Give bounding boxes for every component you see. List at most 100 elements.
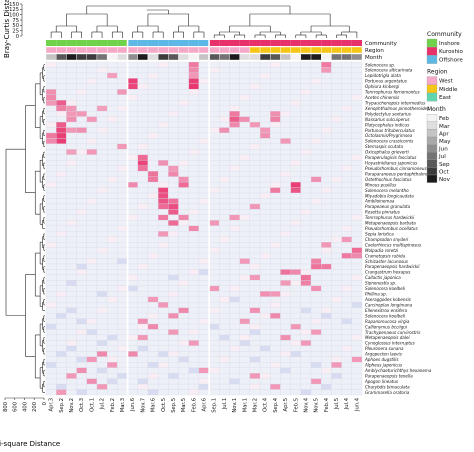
heatmap-cell bbox=[351, 323, 363, 330]
heatmap-cell bbox=[310, 100, 322, 106]
heatmap-cell bbox=[107, 127, 118, 134]
heatmap-cell bbox=[188, 389, 200, 396]
heatmap-cell bbox=[198, 329, 210, 336]
sample-label: Mar.3 bbox=[120, 398, 126, 412]
heatmap-cell bbox=[249, 247, 261, 254]
heatmap-cell bbox=[331, 340, 342, 347]
species-label: Pseudorhombus ocellatus bbox=[365, 226, 418, 231]
heatmap-cell bbox=[117, 334, 128, 341]
heatmap-cell bbox=[259, 83, 271, 90]
heatmap-cell bbox=[56, 143, 67, 150]
heatmap-cell bbox=[280, 89, 291, 95]
heatmap-cell bbox=[56, 252, 67, 259]
heatmap-cell bbox=[290, 302, 301, 308]
heatmap-cell bbox=[198, 323, 210, 330]
region-bar-cell bbox=[239, 46, 251, 54]
heatmap-cell bbox=[157, 329, 169, 336]
heatmap-cell bbox=[280, 225, 291, 232]
region-legend-label: Middle bbox=[439, 87, 458, 93]
heatmap-cell bbox=[66, 389, 77, 396]
heatmap-cell bbox=[86, 296, 98, 303]
species-label: Charybdis bimaculata bbox=[365, 384, 410, 389]
heatmap-cell bbox=[249, 105, 261, 112]
sample-label: Jul.5 bbox=[334, 398, 340, 410]
heatmap-cell bbox=[259, 143, 271, 150]
heatmap-cell bbox=[168, 340, 179, 347]
heatmap-cell bbox=[331, 132, 342, 139]
heatmap-cell bbox=[321, 83, 332, 90]
heatmap-cell bbox=[168, 302, 179, 308]
species-label: Carcinoplax longimana bbox=[365, 302, 413, 307]
heatmap-cell bbox=[321, 149, 332, 155]
heatmap-cell bbox=[300, 247, 312, 254]
heatmap-cell bbox=[56, 94, 67, 101]
heatmap-cell bbox=[127, 373, 138, 379]
community-bar-cell bbox=[300, 40, 312, 46]
heatmap-cell bbox=[127, 318, 138, 325]
heatmap-cell bbox=[321, 110, 332, 117]
heatmap-cell bbox=[351, 307, 363, 314]
heatmap-cell bbox=[168, 187, 179, 194]
heatmap-cell bbox=[259, 291, 271, 297]
heatmap-cell bbox=[198, 138, 210, 145]
heatmap-cell bbox=[208, 231, 220, 237]
heatmap-cell bbox=[331, 209, 342, 215]
heatmap-cell bbox=[188, 263, 200, 270]
heatmap-cell bbox=[96, 312, 108, 319]
heatmap-cell bbox=[188, 181, 200, 188]
month-legend-swatch bbox=[426, 167, 438, 176]
region-bar-cell bbox=[331, 46, 342, 54]
heatmap-cell bbox=[229, 312, 240, 319]
heatmap-cell bbox=[86, 258, 98, 265]
month-bar-cell bbox=[321, 53, 332, 61]
heatmap-cell bbox=[280, 351, 291, 357]
heatmap-cell bbox=[300, 329, 312, 336]
heatmap-cell bbox=[96, 138, 108, 145]
heatmap-cell bbox=[96, 373, 108, 379]
heatmap-cell bbox=[208, 192, 220, 199]
heatmap-cell bbox=[300, 143, 312, 150]
heatmap-cell bbox=[331, 143, 342, 150]
heatmap-cell bbox=[321, 291, 332, 297]
heatmap-cell bbox=[178, 351, 189, 357]
heatmap-cell bbox=[157, 356, 169, 363]
month-bar-cell bbox=[45, 53, 57, 61]
heatmap-cell bbox=[66, 110, 77, 117]
region-bar-cell bbox=[157, 46, 169, 54]
heatmap-cell bbox=[178, 318, 189, 325]
heatmap-cell bbox=[127, 187, 138, 194]
heatmap-cell bbox=[66, 252, 77, 259]
species-label: Solenocera koelbeli bbox=[365, 313, 406, 318]
heatmap-cell bbox=[117, 67, 128, 74]
species-label: Aphoes dugstilis bbox=[364, 357, 399, 362]
heatmap-cell bbox=[270, 89, 281, 95]
heatmap-cell bbox=[341, 100, 352, 106]
heatmap-cell bbox=[76, 160, 87, 166]
heatmap-cell bbox=[96, 89, 108, 95]
heatmap-cell bbox=[259, 378, 271, 385]
heatmap-cell bbox=[300, 389, 312, 396]
heatmap-cell bbox=[321, 367, 332, 374]
heatmap-cell bbox=[219, 291, 230, 297]
heatmap-cell bbox=[188, 356, 200, 363]
heatmap-cell bbox=[66, 367, 77, 374]
heatmap-cell bbox=[96, 214, 108, 221]
heatmap-cell bbox=[96, 187, 108, 194]
heatmap-cell bbox=[300, 203, 312, 210]
heatmap-cell bbox=[259, 302, 271, 308]
heatmap-cell bbox=[300, 241, 312, 248]
heatmap-cell bbox=[270, 214, 281, 221]
heatmap-cell bbox=[341, 83, 352, 90]
community-bar-cell bbox=[46, 40, 57, 46]
heatmap-cell bbox=[147, 323, 159, 330]
heatmap-cell bbox=[157, 209, 169, 215]
heatmap-cell bbox=[208, 323, 220, 330]
heatmap-cell bbox=[168, 171, 179, 177]
heatmap-cell bbox=[86, 274, 98, 281]
heatmap-cell bbox=[178, 181, 189, 188]
heatmap-cell bbox=[56, 296, 67, 303]
heatmap-cell bbox=[96, 165, 108, 172]
heatmap-cell bbox=[219, 110, 230, 117]
heatmap-cell bbox=[259, 383, 271, 390]
heatmap-cell bbox=[280, 236, 291, 243]
